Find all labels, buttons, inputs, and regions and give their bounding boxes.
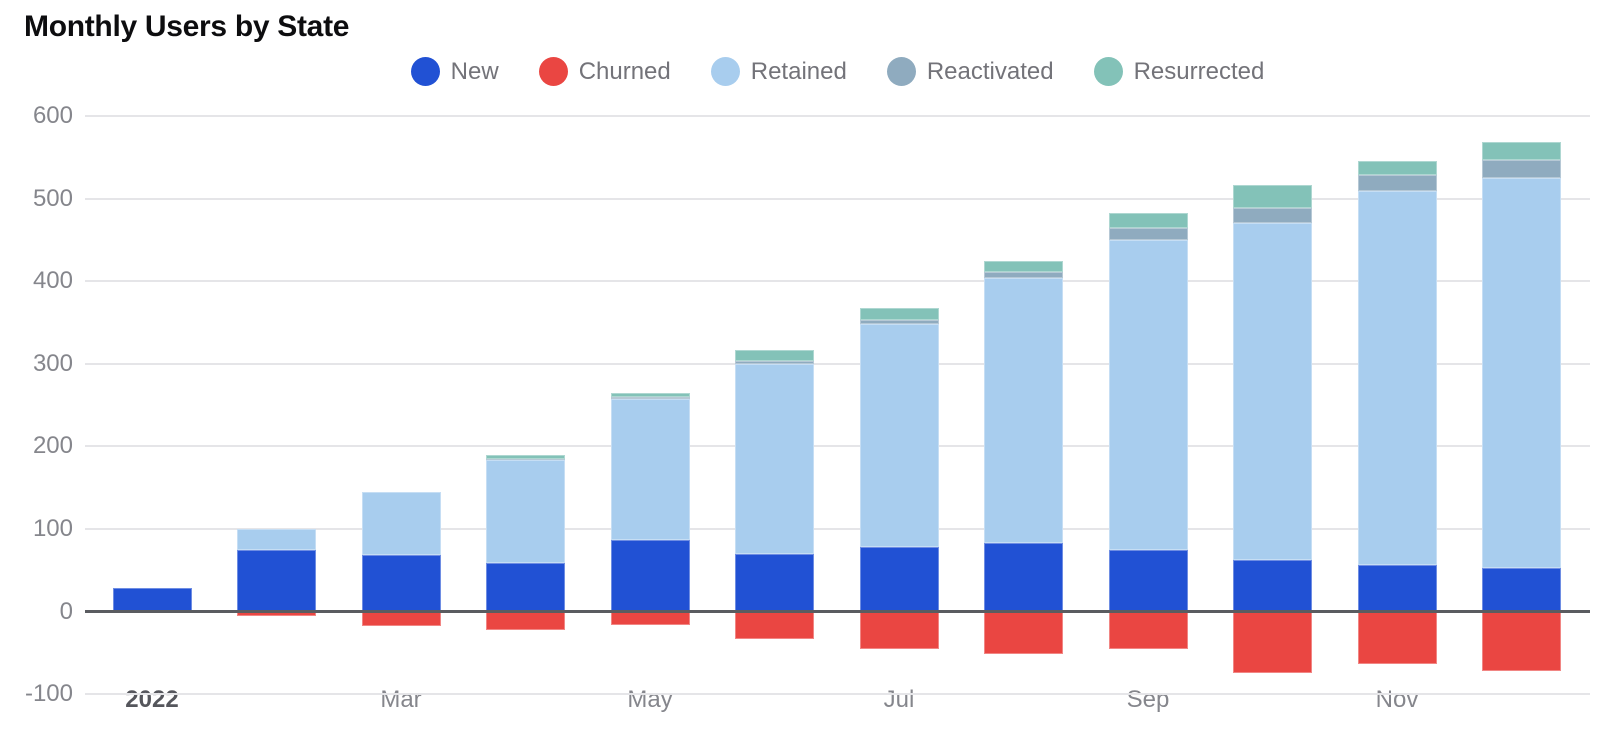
x-axis-label-mar: Mar [380,686,422,713]
legend: New Churned Retained Reactivated Resurrected [85,57,1590,86]
x-axis-label-nov: Nov [1375,686,1419,713]
y-axis-label--100: -100 [24,680,73,708]
legend-item-churned[interactable]: Churned [538,57,671,86]
bar-segment-churned-mar[interactable] [361,611,441,627]
legend-item-retained[interactable]: Retained [710,57,847,86]
bar-segment-reactivated-dec[interactable] [1482,159,1561,178]
bar-segment-reactivated-apr[interactable] [486,458,565,461]
bar-segment-retained-jul[interactable] [859,324,939,548]
legend-label: Resurrected [1133,57,1265,85]
bar-segment-resurrected-may[interactable] [610,393,690,397]
y-axis-label-100: 100 [32,514,73,542]
bar-segment-retained-dec[interactable] [1482,177,1561,568]
bar-segment-resurrected-dec[interactable] [1482,142,1561,160]
bar-segment-retained-sep[interactable] [1108,239,1188,550]
bar-segment-reactivated-may[interactable] [610,396,690,400]
bar-segment-reactivated-oct[interactable] [1233,208,1312,224]
bar-segment-resurrected-jun[interactable] [735,349,814,362]
gridline-300 [85,362,1590,365]
gridline-100 [85,527,1590,530]
bar-segment-reactivated-jun[interactable] [735,361,814,364]
legend-label: Churned [578,57,671,85]
bar-segment-retained-oct[interactable] [1233,223,1312,561]
bar-segment-new-sep[interactable] [1108,549,1188,612]
gridline-200 [85,445,1590,448]
bar-segment-new-feb[interactable] [237,549,316,612]
legend-label: New [450,57,499,85]
bar-segment-new-jul[interactable] [859,547,939,612]
bar-segment-resurrected-aug[interactable] [984,260,1063,273]
bar-segment-churned-aug[interactable] [984,611,1063,654]
bar-segment-new-oct[interactable] [1233,560,1312,612]
x-axis-label-may: May [627,686,673,713]
bar-segment-resurrected-oct[interactable] [1233,185,1312,209]
bar-segment-new-aug[interactable] [984,542,1063,612]
bar-segment-new-mar[interactable] [361,555,441,612]
bar-segment-churned-jul[interactable] [859,611,939,649]
bar-segment-resurrected-nov[interactable] [1357,160,1437,175]
y-axis-label-200: 200 [32,432,73,460]
bar-segment-churned-sep[interactable] [1108,611,1188,650]
bar-segment-churned-oct[interactable] [1233,611,1312,674]
bar-segment-new-jun[interactable] [735,553,814,612]
bar-segment-retained-mar[interactable] [361,491,441,556]
legend-swatch-churned-icon [538,57,568,86]
x-axis-label-sep: Sep [1126,686,1170,713]
legend-swatch-retained-icon [710,57,740,86]
y-axis-label-500: 500 [32,184,73,212]
y-axis-label-300: 300 [32,349,73,377]
bar-segment-retained-may[interactable] [610,399,690,540]
x-axis-label-jul: Jul [883,686,915,713]
legend-label: Reactivated [926,57,1054,85]
y-axis-label-600: 600 [32,102,73,129]
legend-swatch-resurrected-icon [1093,57,1123,86]
legend-item-reactivated[interactable]: Reactivated [886,57,1054,86]
bar-segment-churned-apr[interactable] [486,611,565,630]
zero-axis-line [85,610,1590,613]
bar-segment-new-nov[interactable] [1357,565,1437,612]
y-axis-label-400: 400 [32,267,73,295]
bar-segment-churned-jun[interactable] [735,611,814,639]
bar-segment-resurrected-apr[interactable] [486,455,565,459]
x-axis-label-2022: 2022 [125,686,179,713]
bar-segment-retained-aug[interactable] [984,277,1063,543]
bar-segment-churned-may[interactable] [610,611,690,625]
bar-segment-new-dec[interactable] [1482,567,1561,612]
gridline-600 [85,115,1590,117]
bar-segment-reactivated-sep[interactable] [1108,228,1188,240]
bar-segment-resurrected-sep[interactable] [1108,212,1188,229]
gridline-500 [85,197,1590,200]
bar-segment-new-may[interactable] [610,539,690,612]
bar-segment-churned-nov[interactable] [1357,611,1437,664]
bar-segment-retained-apr[interactable] [486,460,565,563]
bar-segment-reactivated-jul[interactable] [859,319,939,325]
gridline-400 [85,280,1590,283]
bar-segment-churned-feb[interactable] [237,611,316,616]
bar-segment-reactivated-aug[interactable] [984,272,1063,278]
legend-item-new[interactable]: New [410,57,499,86]
bar-segment-retained-feb[interactable] [237,528,316,550]
bar-segment-resurrected-jul[interactable] [859,307,939,320]
y-axis-label-0: 0 [59,597,73,625]
bar-segment-new-apr[interactable] [486,562,565,612]
legend-label: Retained [750,57,847,85]
bar-segment-reactivated-nov[interactable] [1357,174,1437,192]
bar-segment-churned-dec[interactable] [1482,611,1561,671]
bar-segment-retained-jun[interactable] [735,363,814,554]
bar-segment-new-jan[interactable] [112,587,192,612]
chart-title: Monthly Users by State [24,10,350,43]
legend-swatch-reactivated-icon [886,57,916,86]
legend-swatch-new-icon [410,57,440,86]
bar-segment-retained-nov[interactable] [1357,191,1437,566]
legend-item-resurrected[interactable]: Resurrected [1093,57,1265,86]
gridline--100 [85,693,1590,696]
